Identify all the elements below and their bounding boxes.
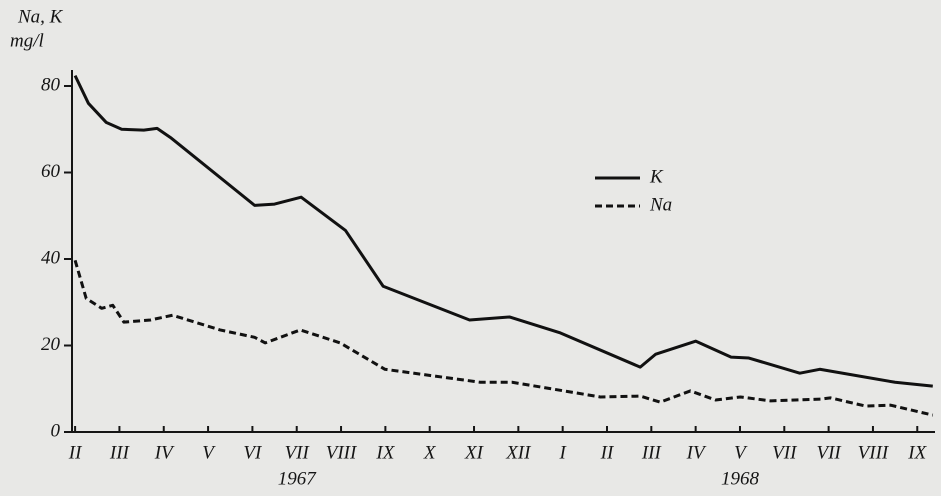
x-tick-label: XII — [505, 442, 532, 463]
x-tick-label: XI — [464, 442, 485, 463]
y-tick-label: 60 — [41, 161, 61, 182]
x-tick-label: IX — [375, 442, 395, 463]
y-axis-label: mg/l — [10, 30, 44, 51]
y-tick-label: 80 — [41, 74, 61, 95]
x-tick-label: IX — [907, 442, 927, 463]
y-tick-label: 0 — [51, 420, 61, 441]
x-tick-label: III — [109, 442, 131, 463]
legend-label: K — [649, 166, 664, 187]
x-tick-label: V — [734, 442, 748, 463]
x-tick-label: III — [641, 442, 663, 463]
x-tick-label: IV — [686, 442, 707, 463]
x-tick-label: VIII — [858, 442, 890, 463]
x-tick-label: II — [600, 442, 615, 463]
y-axis-label: Na, K — [17, 6, 64, 27]
x-tick-label: VI — [243, 442, 263, 463]
year-label: 1967 — [278, 468, 318, 489]
x-tick-label: IV — [154, 442, 175, 463]
x-tick-label: VII — [772, 442, 798, 463]
line — [73, 259, 934, 417]
legend-label: Na — [649, 194, 672, 215]
year-label: 1968 — [721, 468, 760, 489]
line — [73, 74, 933, 388]
y-tick-label: 20 — [41, 334, 61, 355]
x-tick-label: V — [202, 442, 216, 463]
x-tick-label: VII — [285, 442, 311, 463]
x-tick-label: VII — [816, 442, 842, 463]
y-tick-label: 40 — [41, 247, 61, 268]
x-tick-label: X — [423, 442, 437, 463]
x-tick-label: II — [68, 442, 83, 463]
x-tick-label: VIII — [326, 442, 358, 463]
x-tick-label: I — [559, 442, 568, 463]
